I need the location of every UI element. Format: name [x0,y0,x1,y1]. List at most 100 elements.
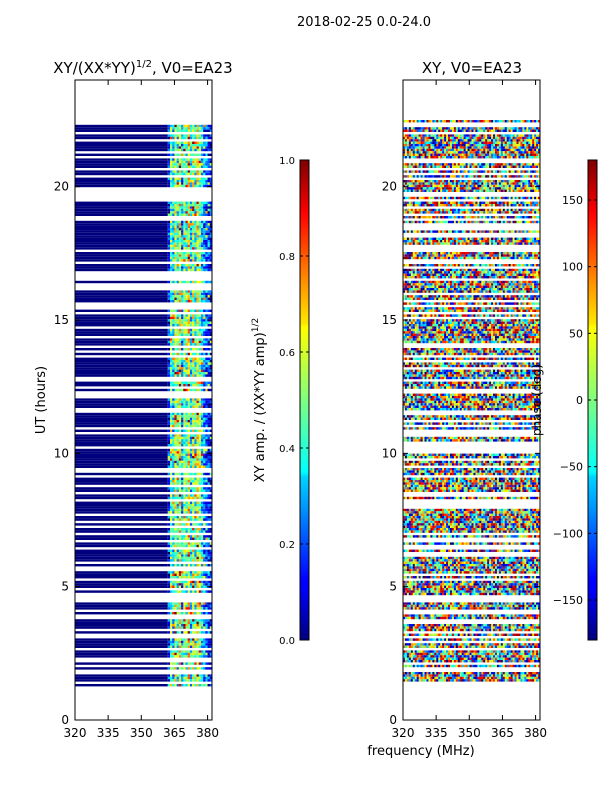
heatmap-row [75,314,212,317]
heatmap-row [75,352,212,356]
heatmap-row [403,436,540,440]
heatmap-row [403,415,540,418]
heatmap-row [75,590,212,593]
heatmap-row [75,177,212,180]
heatmap-row [75,300,212,303]
heatmap-row [403,403,540,406]
heatmap-row [75,504,212,507]
heatmap-row [75,388,212,392]
heatmap-row [75,343,212,346]
heatmap-row [403,230,540,233]
heatmap-row [403,518,540,521]
left-colorbar-gradient [299,159,310,641]
heatmap-row [403,564,540,567]
heatmap-row [75,477,212,480]
x-tick-label: 365 [491,726,514,740]
left-colorbar-ticks: 0.0 0.2 0.4 0.6 0.8 1.0 [279,156,309,647]
heatmap-row [75,348,212,351]
heatmap-row [403,674,540,677]
heatmap-row [75,552,212,555]
heatmap-row [403,326,540,329]
heatmap-row [403,652,540,656]
heatmap-row [75,415,212,418]
heatmap-row [403,417,540,420]
heatmap-row [403,472,540,476]
heatmap-row [75,158,212,161]
heatmap-row [75,405,212,408]
right-heatmap [403,120,540,682]
heatmap-row [75,360,212,363]
heatmap-row [75,316,212,320]
heatmap-row [403,290,540,293]
heatmap-row [403,288,540,291]
heatmap-row [75,530,212,533]
left-title-sup: 1/2 [136,59,152,70]
heatmap-row [403,156,540,159]
heatmap-row [403,364,540,368]
heatmap-row [403,352,540,356]
heatmap-row [403,271,540,274]
heatmap-row [75,127,212,130]
colorbar-tick-label: 0.2 [279,540,295,551]
colorbar-tick-label: −50 [560,461,583,474]
heatmap-row [403,585,540,588]
heatmap-row [75,338,212,341]
heatmap-row [403,357,540,360]
heatmap-row [403,350,540,353]
heatmap-row [403,273,540,276]
right-colorbar-label: phase (deg) [530,364,544,436]
heatmap-row [403,559,540,562]
heatmap-row [75,638,212,641]
heatmap-row [403,660,540,663]
heatmap-row [75,146,212,149]
heatmap-row [403,127,540,130]
colorbar-tick-label: 150 [562,194,583,207]
heatmap-row [403,468,540,471]
heatmap-row [403,280,540,284]
heatmap-row [75,676,212,680]
heatmap-row [403,338,540,341]
left-colorbar-label: XY amp. / (XX*YY amp)1/2 [251,318,268,482]
heatmap-row [75,422,212,425]
heatmap-row [75,235,212,238]
heatmap-row [403,196,540,200]
heatmap-row [75,429,212,432]
heatmap-row [403,336,540,339]
heatmap-row [403,348,540,351]
heatmap-row [75,204,212,207]
colorbar-tick-label: −150 [553,594,583,607]
y-tick-label: 0 [389,713,397,727]
heatmap-row [403,513,540,516]
right-title: XY, V0=EA23 [422,59,522,77]
heatmap-row [75,417,212,420]
heatmap-row [75,631,212,634]
heatmap-row [75,506,212,509]
heatmap-row [75,604,212,608]
heatmap-row [403,148,540,152]
heatmap-row [403,170,540,173]
heatmap-row [75,220,212,224]
heatmap-row [75,554,212,557]
heatmap-row [403,139,540,142]
x-tick-label: 320 [64,726,87,740]
heatmap-row [75,652,212,656]
x-tick-label: 350 [458,726,481,740]
heatmap-row [75,602,212,605]
heatmap-row [403,427,540,430]
heatmap-row [75,331,212,334]
heatmap-row [403,657,540,660]
heatmap-row [75,403,212,406]
heatmap-row [75,523,212,526]
heatmap-row [75,208,212,212]
heatmap-row [75,684,212,687]
heatmap-row [403,376,540,380]
heatmap-row [403,331,540,334]
heatmap-row [403,583,540,586]
heatmap-row [75,535,212,538]
heatmap-row [75,362,212,365]
heatmap-row [75,172,212,176]
y-tick-label: 20 [382,180,397,194]
heatmap-row [75,624,212,627]
heatmap-row [403,182,540,185]
